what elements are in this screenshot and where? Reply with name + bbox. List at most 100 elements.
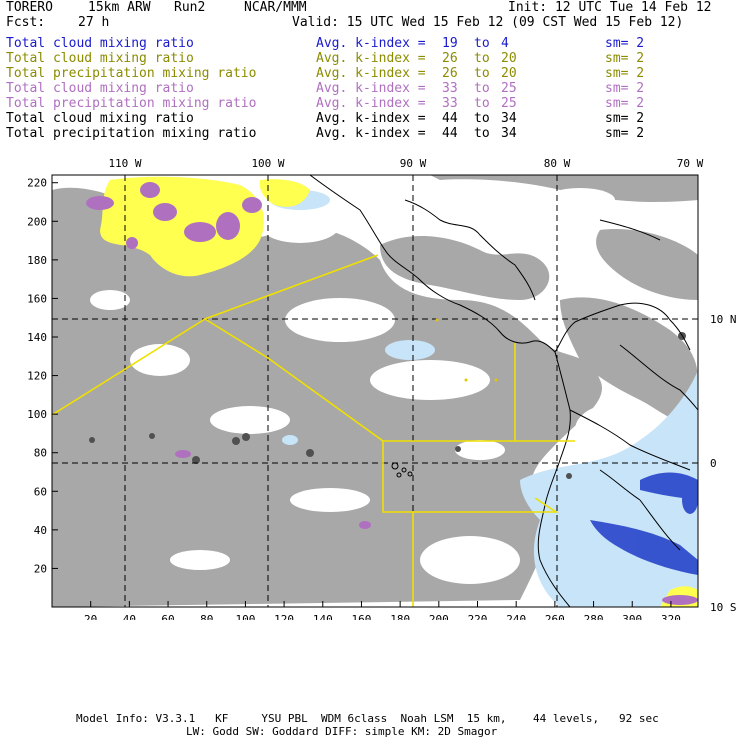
legend-field: Total cloud mixing ratio — [6, 81, 194, 96]
x-tick-label: 40 — [123, 613, 136, 620]
y-tick-label: 220 — [27, 177, 47, 190]
init-time: Init: 12 UTC Tue 14 Feb 12 — [508, 0, 712, 15]
valid-time: Valid: 15 UTC Wed 15 Feb 12 (09 CST Wed … — [292, 15, 684, 30]
legend-row: Total cloud mixing ratio Avg. k-index = 19… — [0, 36, 740, 51]
model-info-line: Model Info: V3.3.1 KF YSU PBL WDM 6class… — [76, 712, 659, 725]
longitude-label: 100 W — [251, 157, 284, 170]
forecast-map: 20 40 60 80 100 120 140 160 180 200 220 240 260 280 30… — [27, 157, 736, 620]
legend-field: Total precipitation mixing ratio — [6, 126, 257, 141]
legend-k1: 33 — [442, 81, 458, 96]
x-tick-label: 200 — [429, 613, 449, 620]
physics-info-line: LW: Godd SW: Goddard DIFF: simple KM: 2D… — [186, 725, 498, 738]
legend-sm: sm= 2 — [605, 96, 645, 111]
y-tick-label: 100 — [27, 408, 47, 421]
plot-frame — [51, 174, 699, 608]
x-tick-label: 160 — [352, 613, 372, 620]
legend-k2: 34 — [501, 111, 517, 126]
x-tick-label: 60 — [161, 613, 174, 620]
x-tick-label: 320 — [661, 613, 681, 620]
x-tick-label: 240 — [506, 613, 526, 620]
legend-avg: Avg. k-index = — [316, 66, 426, 81]
legend-row: Total cloud mixing ratio Avg. k-index = 33… — [0, 81, 740, 96]
legend-to: to — [474, 66, 490, 81]
legend-sm: sm= 2 — [605, 111, 645, 126]
legend-row: Total precipitation mixing ratio Avg. k-i… — [0, 96, 740, 111]
legend-k2: 34 — [501, 126, 517, 141]
x-tick-label: 300 — [622, 613, 642, 620]
longitude-label: 90 W — [400, 157, 427, 170]
legend-k2: 20 — [501, 51, 517, 66]
legend-field: Total cloud mixing ratio — [6, 51, 194, 66]
legend-avg: Avg. k-index = — [316, 36, 426, 51]
y-tick-label: 160 — [27, 292, 47, 305]
legend-k1: 26 — [442, 66, 458, 81]
model-name: TORERO — [6, 0, 53, 15]
legend-k2: 25 — [501, 96, 517, 111]
legend-to: to — [474, 51, 490, 66]
legend-avg: Avg. k-index = — [316, 111, 426, 126]
axes: 20 40 60 80 100 120 140 160 180 200 220 240 260 280 30… — [27, 157, 736, 620]
latitude-label: 0 — [710, 457, 717, 470]
latitude-label: 10 S — [710, 601, 737, 614]
legend-k1: 26 — [442, 51, 458, 66]
legend-k2: 20 — [501, 66, 517, 81]
region-boundary — [52, 254, 575, 607]
legend-sm: sm= 2 — [605, 36, 645, 51]
legend-k1: 44 — [442, 126, 458, 141]
longitude-label: 110 W — [108, 157, 141, 170]
cloud-field — [52, 175, 698, 607]
legend-to: to — [474, 111, 490, 126]
legend-avg: Avg. k-index = — [316, 51, 426, 66]
blue-areas — [590, 472, 698, 575]
legend-k1: 19 — [442, 36, 458, 51]
legend-k1: 33 — [442, 96, 458, 111]
run-label: Run2 — [174, 0, 206, 15]
legend-to: to — [474, 36, 490, 51]
legend-sm: sm= 2 — [605, 51, 645, 66]
x-tick-label: 120 — [274, 613, 294, 620]
legend-field: Total cloud mixing ratio — [6, 36, 194, 51]
x-tick-label: 220 — [468, 613, 488, 620]
forecast-hours: 27 h — [78, 15, 110, 30]
legend-to: to — [474, 81, 490, 96]
y-tick-label: 40 — [34, 524, 47, 537]
legend-k1: 44 — [442, 111, 458, 126]
coastlines — [309, 175, 698, 607]
y-tick-label: 80 — [34, 447, 47, 460]
x-tick-label: 280 — [584, 613, 604, 620]
purple-areas — [86, 182, 698, 605]
legend-field: Total precipitation mixing ratio — [6, 66, 257, 81]
x-tick-label: 140 — [313, 613, 333, 620]
legend-sm: sm= 2 — [605, 81, 645, 96]
legend-k2: 25 — [501, 81, 517, 96]
longitude-label: 70 W — [677, 157, 704, 170]
legend-to: to — [474, 126, 490, 141]
legend-row: Total cloud mixing ratio Avg. k-index = 26… — [0, 51, 740, 66]
x-tick-label: 180 — [390, 613, 410, 620]
y-tick-label: 140 — [27, 331, 47, 344]
x-tick-label: 260 — [545, 613, 565, 620]
x-tick-label: 100 — [235, 613, 255, 620]
legend-sm: sm= 2 — [605, 66, 645, 81]
legend-avg: Avg. k-index = — [316, 96, 426, 111]
legend-field: Total precipitation mixing ratio — [6, 96, 257, 111]
x-tick-label: 80 — [200, 613, 213, 620]
latitude-label: 10 N — [710, 313, 737, 326]
legend-to: to — [474, 96, 490, 111]
model-resolution: 15km ARW — [88, 0, 151, 15]
y-tick-label: 180 — [27, 254, 47, 267]
legend-row: Total precipitation mixing ratio Avg. k-i… — [0, 126, 740, 141]
y-tick-label: 120 — [27, 370, 47, 383]
forecast-label: Fcst: — [6, 15, 46, 30]
legend-sm: sm= 2 — [605, 126, 645, 141]
x-tick-label: 20 — [84, 613, 97, 620]
y-tick-label: 20 — [34, 562, 47, 575]
y-tick-label: 200 — [27, 215, 47, 228]
legend-k2: 4 — [501, 36, 509, 51]
legend-avg: Avg. k-index = — [316, 126, 426, 141]
y-tick-label: 60 — [34, 485, 47, 498]
legend-row: Total precipitation mixing ratio Avg. k-i… — [0, 66, 740, 81]
legend-field: Total cloud mixing ratio — [6, 111, 194, 126]
boundary-dots — [435, 318, 498, 382]
longitude-label: 80 W — [544, 157, 571, 170]
